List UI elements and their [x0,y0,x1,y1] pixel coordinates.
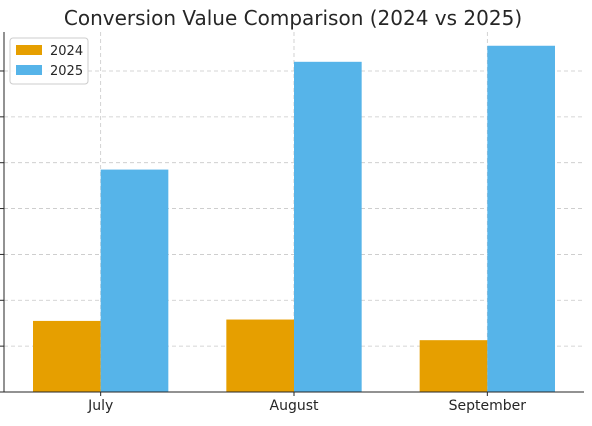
legend: 2024 2025 [9,37,89,85]
bar-2024-september [419,340,488,392]
x-tick-label: August [270,398,320,414]
bars-layer [33,45,555,392]
x-tick-label: July [87,398,113,414]
x-tick-label: September [449,398,527,414]
bar-2025-july [100,169,169,392]
bar-2025-september [487,45,555,392]
bar-2024-august [226,319,294,392]
bar-2025-august [294,61,362,392]
legend-swatch-2025 [16,65,42,75]
bar-2024-july [33,320,101,392]
axes-layer [0,32,584,396]
legend-label-2025: 2025 [50,64,83,79]
legend-swatch-2024 [16,45,42,55]
legend-label-2024: 2024 [50,44,83,59]
chart-title: Conversion Value Comparison (2024 vs 202… [64,6,522,30]
x-tick-labels: July August September [87,398,526,414]
